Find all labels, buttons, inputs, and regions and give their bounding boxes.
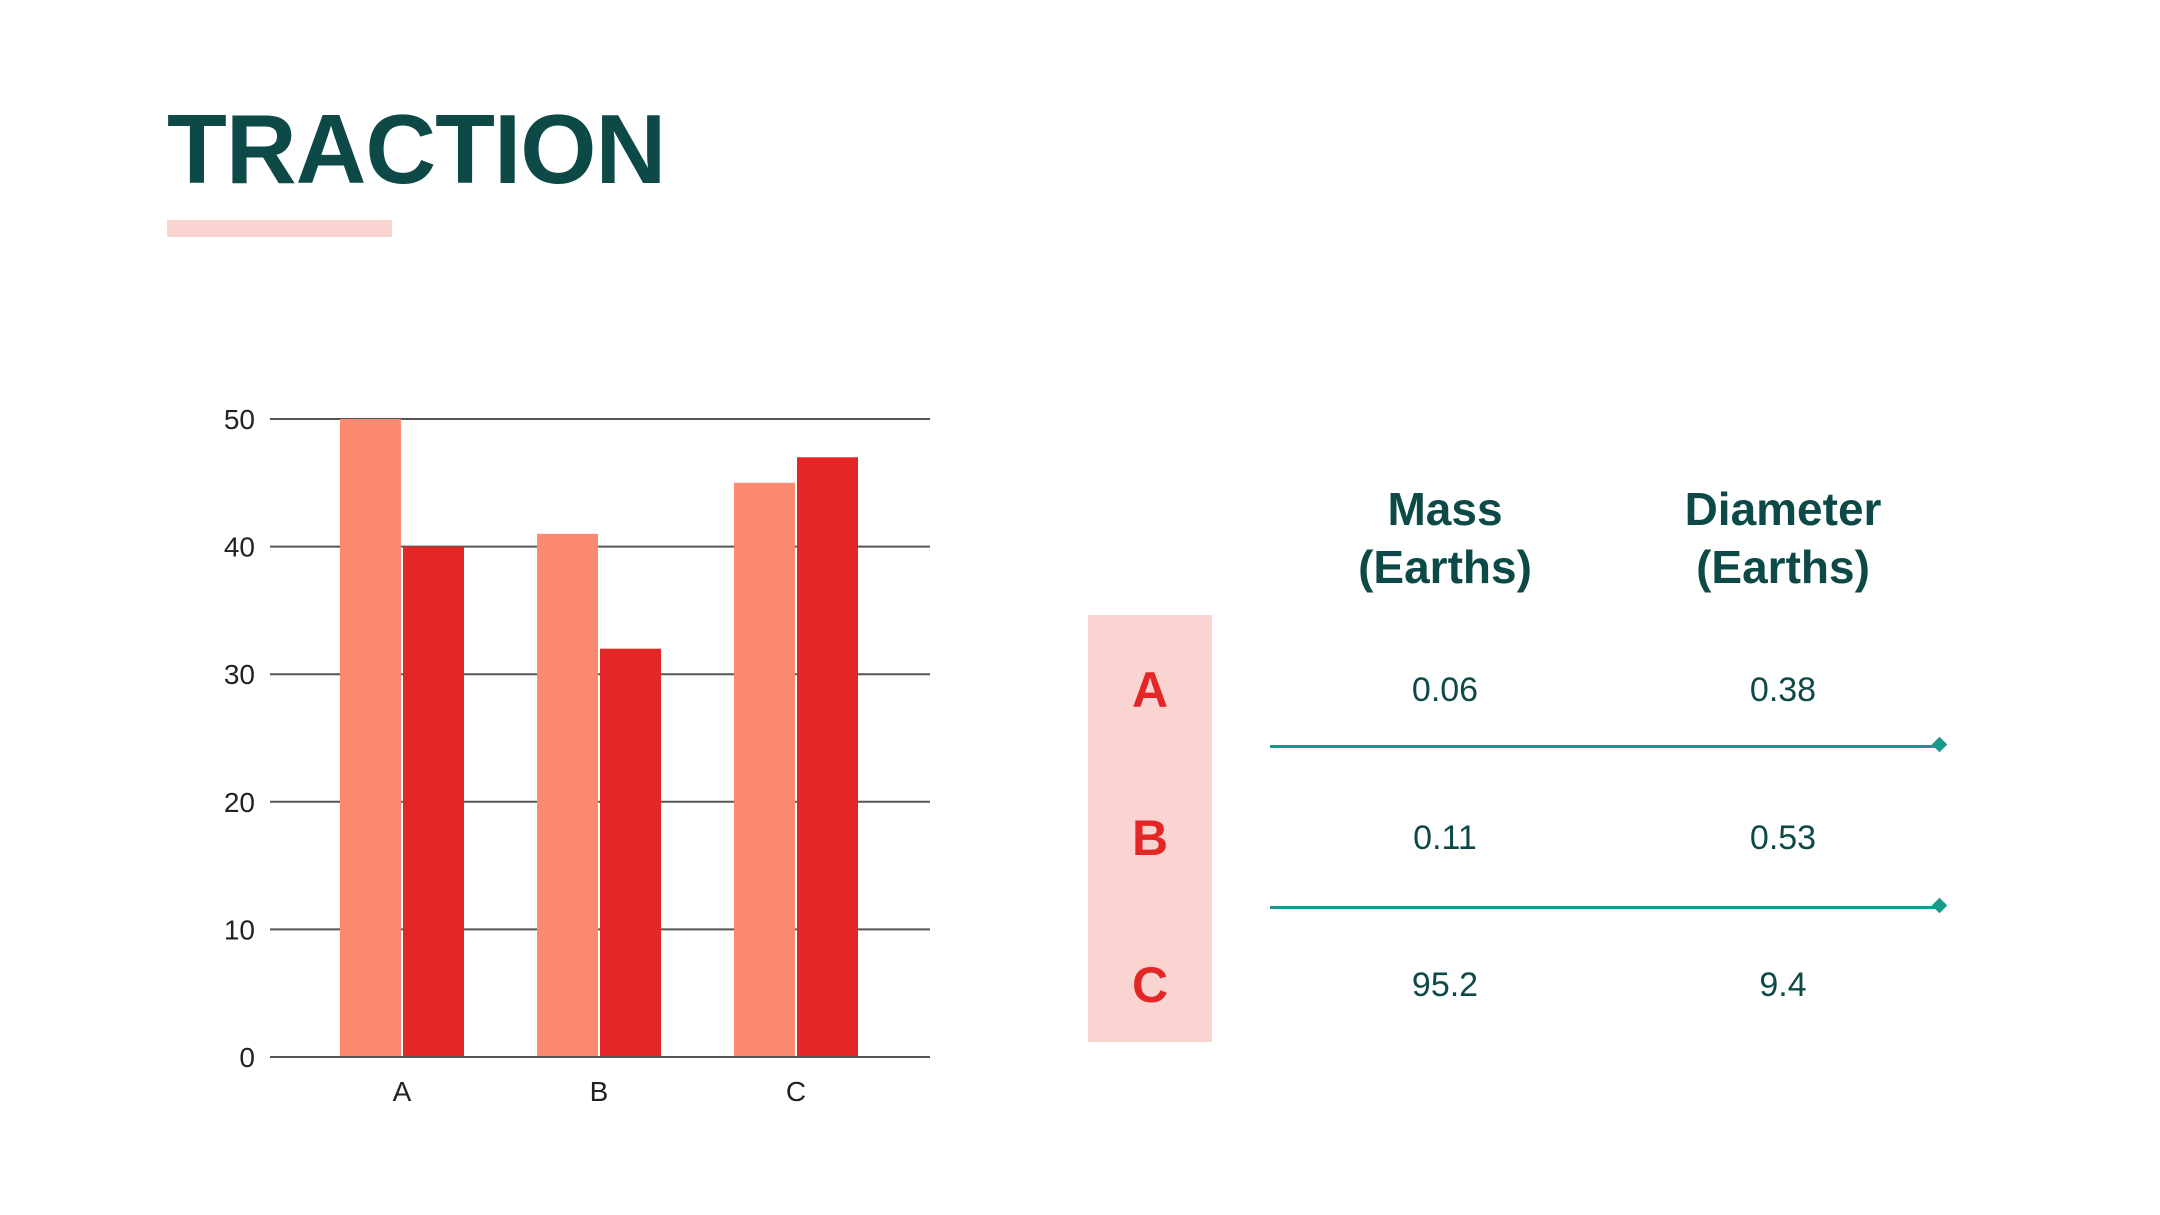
column-header-mass: Mass (Earths) <box>1295 480 1595 596</box>
column-header-diameter: Diameter (Earths) <box>1633 480 1933 596</box>
y-tick-label: 30 <box>224 659 255 690</box>
row-label-column <box>1088 615 1212 1042</box>
bar-chart: 0 10 20 30 40 50 A B C <box>224 404 930 1107</box>
x-tick-label: B <box>590 1076 609 1107</box>
row-divider <box>1270 736 1948 753</box>
bar-b-series-2 <box>600 648 661 1057</box>
bar-a-series-1 <box>340 419 401 1057</box>
cell-a-diameter: 0.38 <box>1749 671 1817 709</box>
column-header-diameter-line1: Diameter <box>1684 483 1882 535</box>
y-tick-label: 20 <box>224 787 255 818</box>
y-tick-label: 10 <box>224 914 255 945</box>
bar-c-series-2 <box>797 457 858 1057</box>
row-label-a: A <box>1131 662 1169 718</box>
column-header-mass-line2: (Earths) <box>1358 541 1532 593</box>
column-header-diameter-line2: (Earths) <box>1696 541 1870 593</box>
x-tick-label: A <box>393 1076 412 1107</box>
x-tick-label: C <box>786 1076 806 1107</box>
cell-c-diameter: 9.4 <box>1759 966 1807 1004</box>
y-tick-label: 0 <box>239 1042 255 1073</box>
row-label-c: C <box>1131 957 1169 1013</box>
bar-a-series-2 <box>403 546 464 1057</box>
row-divider <box>1270 897 1948 914</box>
cell-b-mass: 0.11 <box>1413 819 1477 857</box>
cell-b-diameter: 0.53 <box>1749 819 1817 857</box>
row-label-b: B <box>1131 810 1169 866</box>
column-header-mass-line1: Mass <box>1387 483 1503 535</box>
bar-b-series-1 <box>537 533 598 1057</box>
bar-c-series-1 <box>734 482 795 1057</box>
y-tick-label: 40 <box>224 532 255 563</box>
diamond-marker-icon <box>1931 897 1948 914</box>
cell-c-mass: 95.2 <box>1411 966 1479 1004</box>
title-underline <box>167 220 392 237</box>
y-tick-label: 50 <box>224 404 255 435</box>
slide-title: TRACTION <box>167 94 666 204</box>
cell-a-mass: 0.06 <box>1411 671 1479 709</box>
diamond-marker-icon <box>1931 736 1948 753</box>
